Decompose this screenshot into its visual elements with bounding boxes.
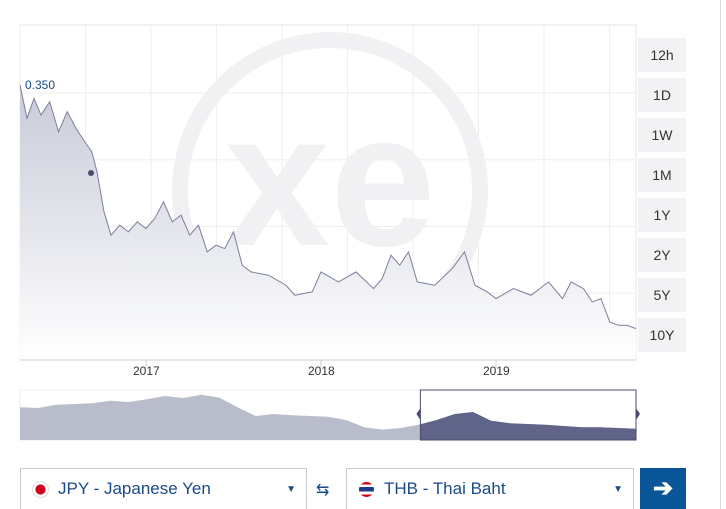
from-currency-select[interactable]: JPY - Japanese Yen ▼	[20, 468, 307, 509]
hover-point[interactable]	[88, 170, 94, 176]
range-button-1d[interactable]: 1D	[638, 78, 686, 112]
convert-button[interactable]: ➔	[640, 468, 686, 509]
range-button-5y[interactable]: 5Y	[638, 278, 686, 312]
chevron-down-icon: ▼	[613, 483, 623, 495]
xe-watermark-text: xe	[224, 74, 435, 286]
range-button-12h[interactable]: 12h	[638, 38, 686, 72]
navigator-left-handle[interactable]	[416, 408, 421, 420]
y-tick-label: 0.350	[25, 78, 55, 92]
range-button-1m[interactable]: 1M	[638, 158, 686, 192]
range-button-1y[interactable]: 1Y	[638, 198, 686, 232]
series-line	[19, 84, 637, 330]
x-tick-label: 2019	[483, 364, 510, 378]
divider	[720, 0, 721, 509]
range-selector: 12h 1D 1W 1M 1Y 2Y 5Y 10Y	[638, 38, 686, 358]
navigator-selected-area	[420, 412, 636, 440]
x-tick-label: 2017	[133, 364, 160, 378]
to-currency-label: THB - Thai Baht	[384, 479, 506, 498]
range-button-2y[interactable]: 2Y	[638, 238, 686, 272]
series-area	[20, 85, 636, 360]
navigator-right-handle[interactable]	[636, 408, 640, 420]
arrow-right-icon: ➔	[652, 475, 674, 502]
to-currency-select[interactable]: THB - Thai Baht ▼	[346, 468, 634, 509]
chevron-down-icon: ▼	[286, 483, 296, 495]
range-button-1w[interactable]: 1W	[638, 118, 686, 152]
x-tick-label: 2018	[308, 364, 335, 378]
swap-arrows-icon[interactable]: ⇆	[316, 482, 330, 499]
range-button-10y[interactable]: 10Y	[638, 318, 686, 352]
thailand-flag-icon	[359, 481, 374, 497]
japan-flag-icon	[33, 481, 48, 497]
from-currency-label: JPY - Japanese Yen	[58, 479, 211, 498]
